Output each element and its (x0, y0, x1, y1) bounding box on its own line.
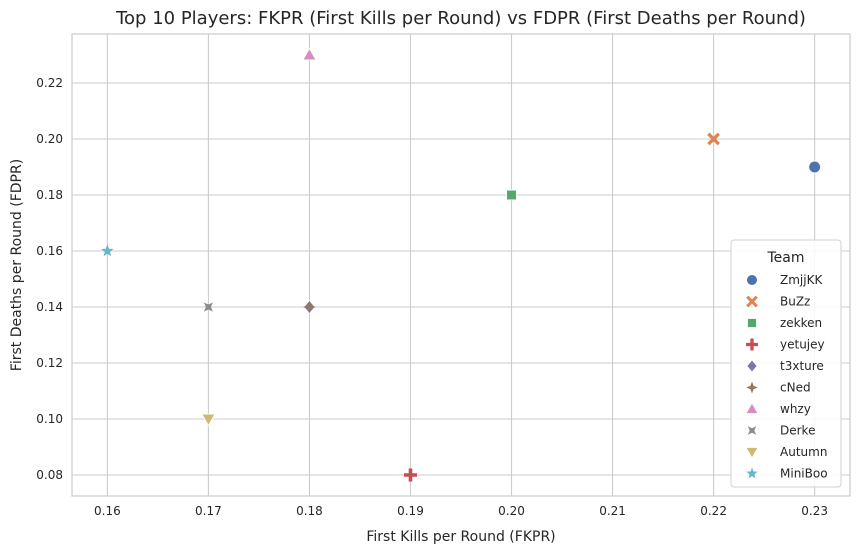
data-point-zmjjkk (808, 160, 822, 174)
legend-box (730, 239, 842, 488)
legend-marker-autumn (745, 447, 759, 459)
y-tick-label: 0.08 (36, 468, 63, 482)
y-axis-label: First Deaths per Round (FDPR) (9, 159, 25, 371)
legend-label: Derke (780, 424, 815, 438)
legend-label: BuZz (780, 295, 810, 309)
data-point-cned (302, 300, 316, 314)
legend-marker-derke (747, 426, 757, 435)
data-point-zekken (506, 189, 517, 201)
data-points (101, 47, 822, 482)
x-tick-label: 0.21 (599, 504, 626, 518)
chart-title: Top 10 Players: FKPR (First Kills per Ro… (115, 8, 806, 29)
x-tick-label: 0.17 (195, 504, 222, 518)
legend-marker-zmjjkk (745, 273, 759, 287)
x-tick-label: 0.19 (397, 504, 424, 518)
y-tick-label: 0.10 (36, 412, 63, 426)
legend-label: MiniBoo (780, 467, 828, 481)
x-axis-label: First Kills per Round (FKPR) (366, 529, 555, 545)
y-tick-labels: 0.08 0.10 0.12 0.14 0.16 0.18 0.20 0.22 (36, 76, 63, 482)
legend-label: cNed (780, 381, 811, 395)
legend-label: zekken (780, 316, 822, 330)
legend-marker-whzy (745, 402, 759, 414)
legend: Team ZmjjKK BuZz zekken yetujey t3xture cNed w… (730, 239, 842, 488)
legend-marker-buzz (746, 295, 758, 308)
y-tick-label: 0.18 (36, 188, 63, 202)
legend-marker-zekken (747, 318, 757, 328)
y-tick-label: 0.16 (36, 244, 63, 258)
x-tick-label: 0.23 (801, 504, 828, 518)
legend-label: ZmjjKK (780, 273, 823, 287)
legend-marker-miniboo (746, 467, 758, 479)
y-tick-label: 0.14 (36, 300, 63, 314)
x-tick-label: 0.18 (296, 504, 323, 518)
data-point-autumn (201, 413, 216, 427)
y-tick-label: 0.12 (36, 356, 63, 370)
y-tick-label: 0.22 (36, 76, 63, 90)
legend-title: Team (766, 250, 804, 266)
legend-marker-cned (746, 381, 758, 394)
x-tick-label: 0.22 (700, 504, 727, 518)
y-tick-label: 0.20 (36, 132, 63, 146)
legend-items: ZmjjKK BuZz zekken yetujey t3xture cNed whzy De… (745, 273, 828, 481)
data-point-whzy (302, 47, 317, 61)
data-point-miniboo (101, 244, 114, 257)
legend-label: t3xture (780, 359, 824, 373)
grid (72, 34, 850, 496)
plot-frame (71, 33, 851, 497)
x-tick-labels: 0.16 0.17 0.18 0.19 0.20 0.21 0.22 0.23 (94, 504, 828, 518)
data-point-buzz (707, 132, 720, 146)
data-point-derke (203, 302, 213, 312)
legend-marker-yetujey (746, 338, 758, 351)
x-tick-label: 0.20 (498, 504, 525, 518)
data-point-yetujey (403, 468, 417, 482)
legend-label: Autumn (780, 445, 827, 459)
x-tick-label: 0.16 (94, 504, 121, 518)
legend-label: yetujey (780, 338, 825, 352)
legend-label: whzy (780, 402, 811, 416)
legend-marker-t3xture (746, 359, 758, 373)
